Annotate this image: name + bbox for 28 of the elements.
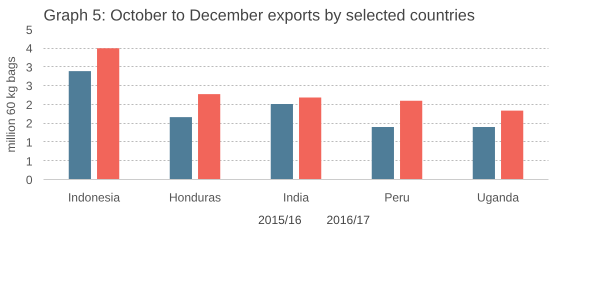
bar	[472, 126, 495, 180]
x-tick-label: Indonesia	[68, 190, 120, 204]
y-tick-label: 4	[26, 42, 33, 56]
x-tick-label: Honduras	[168, 190, 222, 204]
y-tick-label: 5	[26, 23, 33, 37]
bar	[299, 97, 322, 180]
x-tick-label: India	[282, 190, 310, 204]
bar	[198, 94, 220, 180]
bar	[501, 110, 524, 180]
y-tick-label: 0	[26, 173, 33, 187]
bar	[270, 104, 293, 180]
chart-title: Graph 5: October to December exports by selected countries	[44, 8, 475, 24]
y-axis-title: million 60 kg bags	[4, 56, 18, 153]
y-tick-label: 3	[26, 60, 33, 74]
y-tick-label: 2	[26, 116, 33, 131]
x-tick-label: Uganda	[476, 190, 520, 204]
y-tick-label: 1	[26, 154, 33, 168]
bar	[97, 48, 120, 180]
bar	[372, 126, 394, 180]
bar	[170, 117, 192, 180]
text: 2016/17	[326, 213, 370, 227]
bar	[68, 71, 91, 180]
y-tick-label: 1	[26, 135, 33, 150]
y-tick-label: 2	[26, 98, 33, 112]
x-tick-label: Peru	[384, 190, 410, 204]
bar	[400, 100, 422, 180]
text: 2015/16	[258, 213, 302, 227]
y-tick-label: 3	[26, 79, 33, 94]
